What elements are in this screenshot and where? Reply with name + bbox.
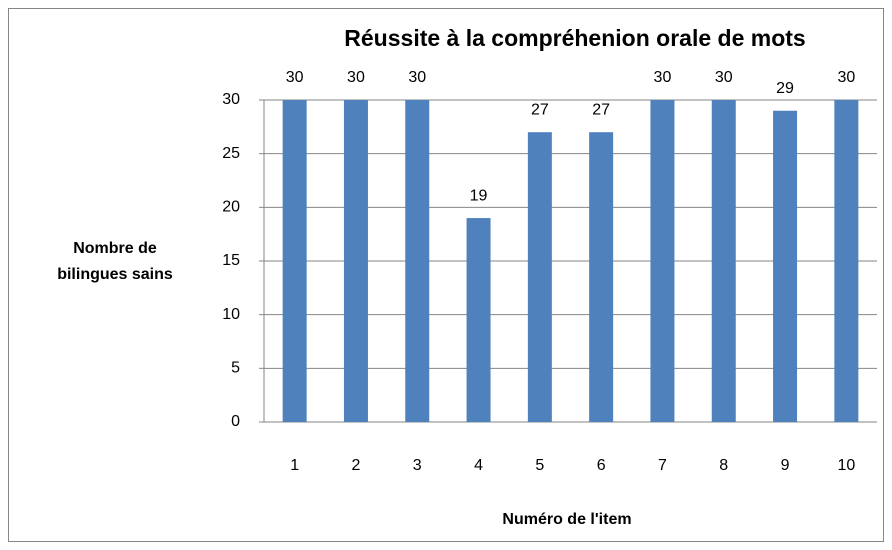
data-label: 27 [592, 101, 610, 118]
data-label: 30 [654, 69, 672, 86]
x-tick-label: 6 [597, 457, 606, 474]
x-tick-label: 3 [413, 457, 422, 474]
data-label: 30 [715, 69, 733, 86]
bar [405, 100, 430, 422]
data-label: 19 [470, 187, 488, 204]
x-tick-label: 7 [658, 457, 667, 474]
x-axis-title: Numéro de l'item [502, 511, 631, 528]
x-tick-label: 4 [474, 457, 483, 474]
bar [466, 218, 491, 422]
y-tick-label: 20 [222, 199, 240, 216]
x-tick-label: 8 [719, 457, 728, 474]
bar [773, 110, 798, 422]
y-tick-label: 30 [222, 91, 240, 108]
bar [650, 100, 675, 422]
y-tick-label: 10 [222, 306, 240, 323]
y-tick-label: 0 [231, 413, 240, 430]
chart-border [8, 8, 884, 542]
y-axis-title: Nombre de bilingues sains [57, 240, 173, 283]
data-label: 30 [347, 69, 365, 86]
y-tick-label: 25 [222, 145, 240, 162]
bar [834, 100, 859, 422]
bar [589, 132, 614, 422]
x-tick-label: 1 [290, 457, 299, 474]
chart-title: Réussite à la compréhenion orale de mots [344, 25, 805, 51]
data-label: 30 [286, 69, 304, 86]
data-label: 27 [531, 101, 549, 118]
y-tick-label: 5 [231, 360, 240, 377]
bar [282, 100, 307, 422]
bar [711, 100, 736, 422]
x-tick-label: 10 [837, 457, 855, 474]
data-label: 30 [408, 69, 426, 86]
bar [343, 100, 368, 422]
y-tick-label: 15 [222, 252, 240, 269]
x-tick-label: 5 [535, 457, 544, 474]
data-label: 29 [776, 80, 794, 97]
x-tick-label: 9 [781, 457, 790, 474]
x-tick-label: 2 [351, 457, 360, 474]
data-label: 30 [837, 69, 855, 86]
bar [527, 132, 552, 422]
